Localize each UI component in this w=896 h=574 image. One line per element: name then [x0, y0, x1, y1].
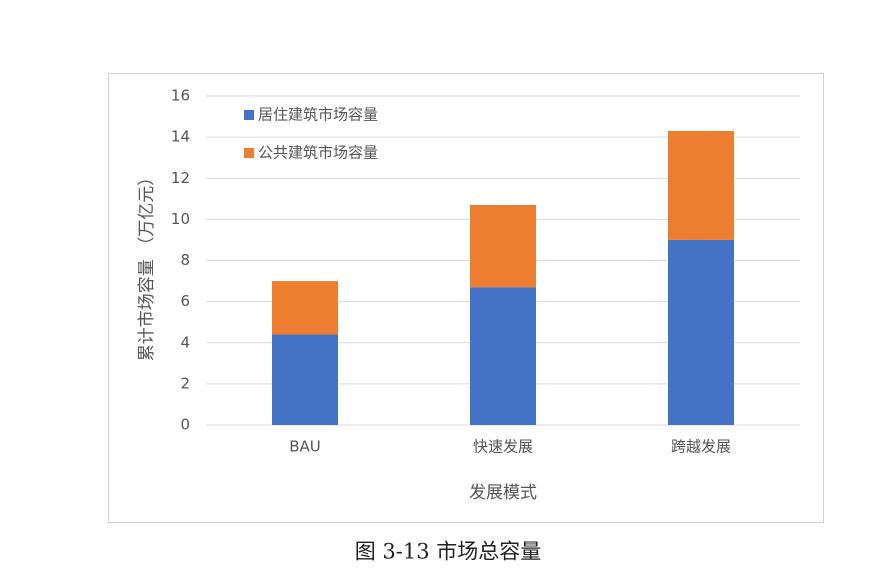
- y-tick-label: 6: [180, 292, 190, 310]
- bar-segment: [470, 287, 536, 425]
- y-tick-label: 10: [171, 210, 190, 228]
- bar-segment: [272, 281, 338, 335]
- y-axis-title: 累计市场容量 （万亿元）: [137, 169, 157, 361]
- legend-swatch: [244, 110, 254, 120]
- caption: 图 3-13 市场总容量: [355, 540, 542, 564]
- x-tick-label: 快速发展: [473, 438, 533, 456]
- y-tick-label: 14: [171, 128, 190, 146]
- bar-segment: [668, 130, 734, 240]
- bar-segment: [668, 239, 734, 425]
- y-tick-label: 0: [180, 416, 190, 434]
- x-tick-label: BAU: [289, 438, 321, 456]
- legend-label: 公共建筑市场容量: [258, 144, 378, 162]
- y-tick-label: 8: [180, 251, 190, 269]
- y-tick-label: 16: [171, 87, 190, 105]
- bar-segment: [272, 334, 338, 425]
- x-tick-label: 跨越发展: [671, 438, 731, 456]
- bar-segment: [470, 204, 536, 288]
- y-tick-label: 2: [180, 374, 190, 392]
- x-axis-title: 发展模式: [469, 483, 537, 503]
- legend-label: 居住建筑市场容量: [258, 106, 378, 124]
- legend-swatch: [244, 148, 254, 158]
- y-tick-label: 4: [180, 333, 190, 351]
- y-tick-label: 12: [171, 169, 190, 187]
